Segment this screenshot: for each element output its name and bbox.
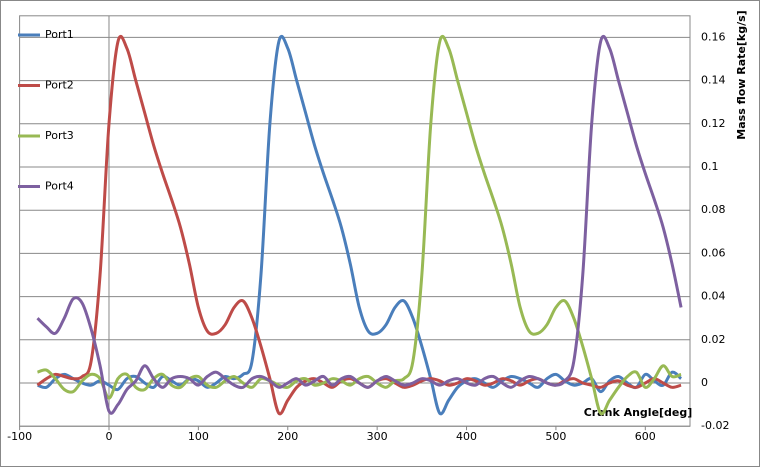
y-tick-label: 0.02	[701, 333, 726, 346]
x-tick-label: 0	[105, 430, 112, 443]
y-tick-label: 0.12	[701, 117, 726, 130]
y-tick-label: -0.02	[701, 419, 729, 432]
y-axis-title: Mass flow Rate[kg/s]	[735, 10, 748, 139]
legend-label: Port4	[45, 180, 74, 193]
legend-label: Port3	[45, 129, 74, 142]
y-tick-label: 0.1	[701, 160, 719, 173]
y-tick-label: 0.06	[701, 246, 726, 259]
legend-label: Port2	[45, 79, 74, 92]
x-tick-label: -100	[7, 430, 32, 443]
x-tick-label: 600	[635, 430, 656, 443]
series-line	[36, 35, 683, 415]
y-tick-label: 0.16	[701, 30, 726, 43]
x-tick-label: 100	[188, 430, 209, 443]
x-tick-label: 400	[456, 430, 477, 443]
y-tick-label: 0.04	[701, 290, 726, 303]
x-axis-title: Crank Angle[deg]	[584, 406, 693, 419]
series-line	[36, 35, 683, 416]
series-line	[36, 35, 682, 416]
x-tick-label: 500	[545, 430, 566, 443]
legend-label: Port1	[45, 28, 74, 41]
x-tick-label: 200	[277, 430, 298, 443]
x-tick-label: 300	[367, 430, 388, 443]
y-tick-label: 0.14	[701, 74, 726, 87]
y-tick-label: 0	[701, 376, 708, 389]
y-tick-label: 0.08	[701, 203, 726, 216]
